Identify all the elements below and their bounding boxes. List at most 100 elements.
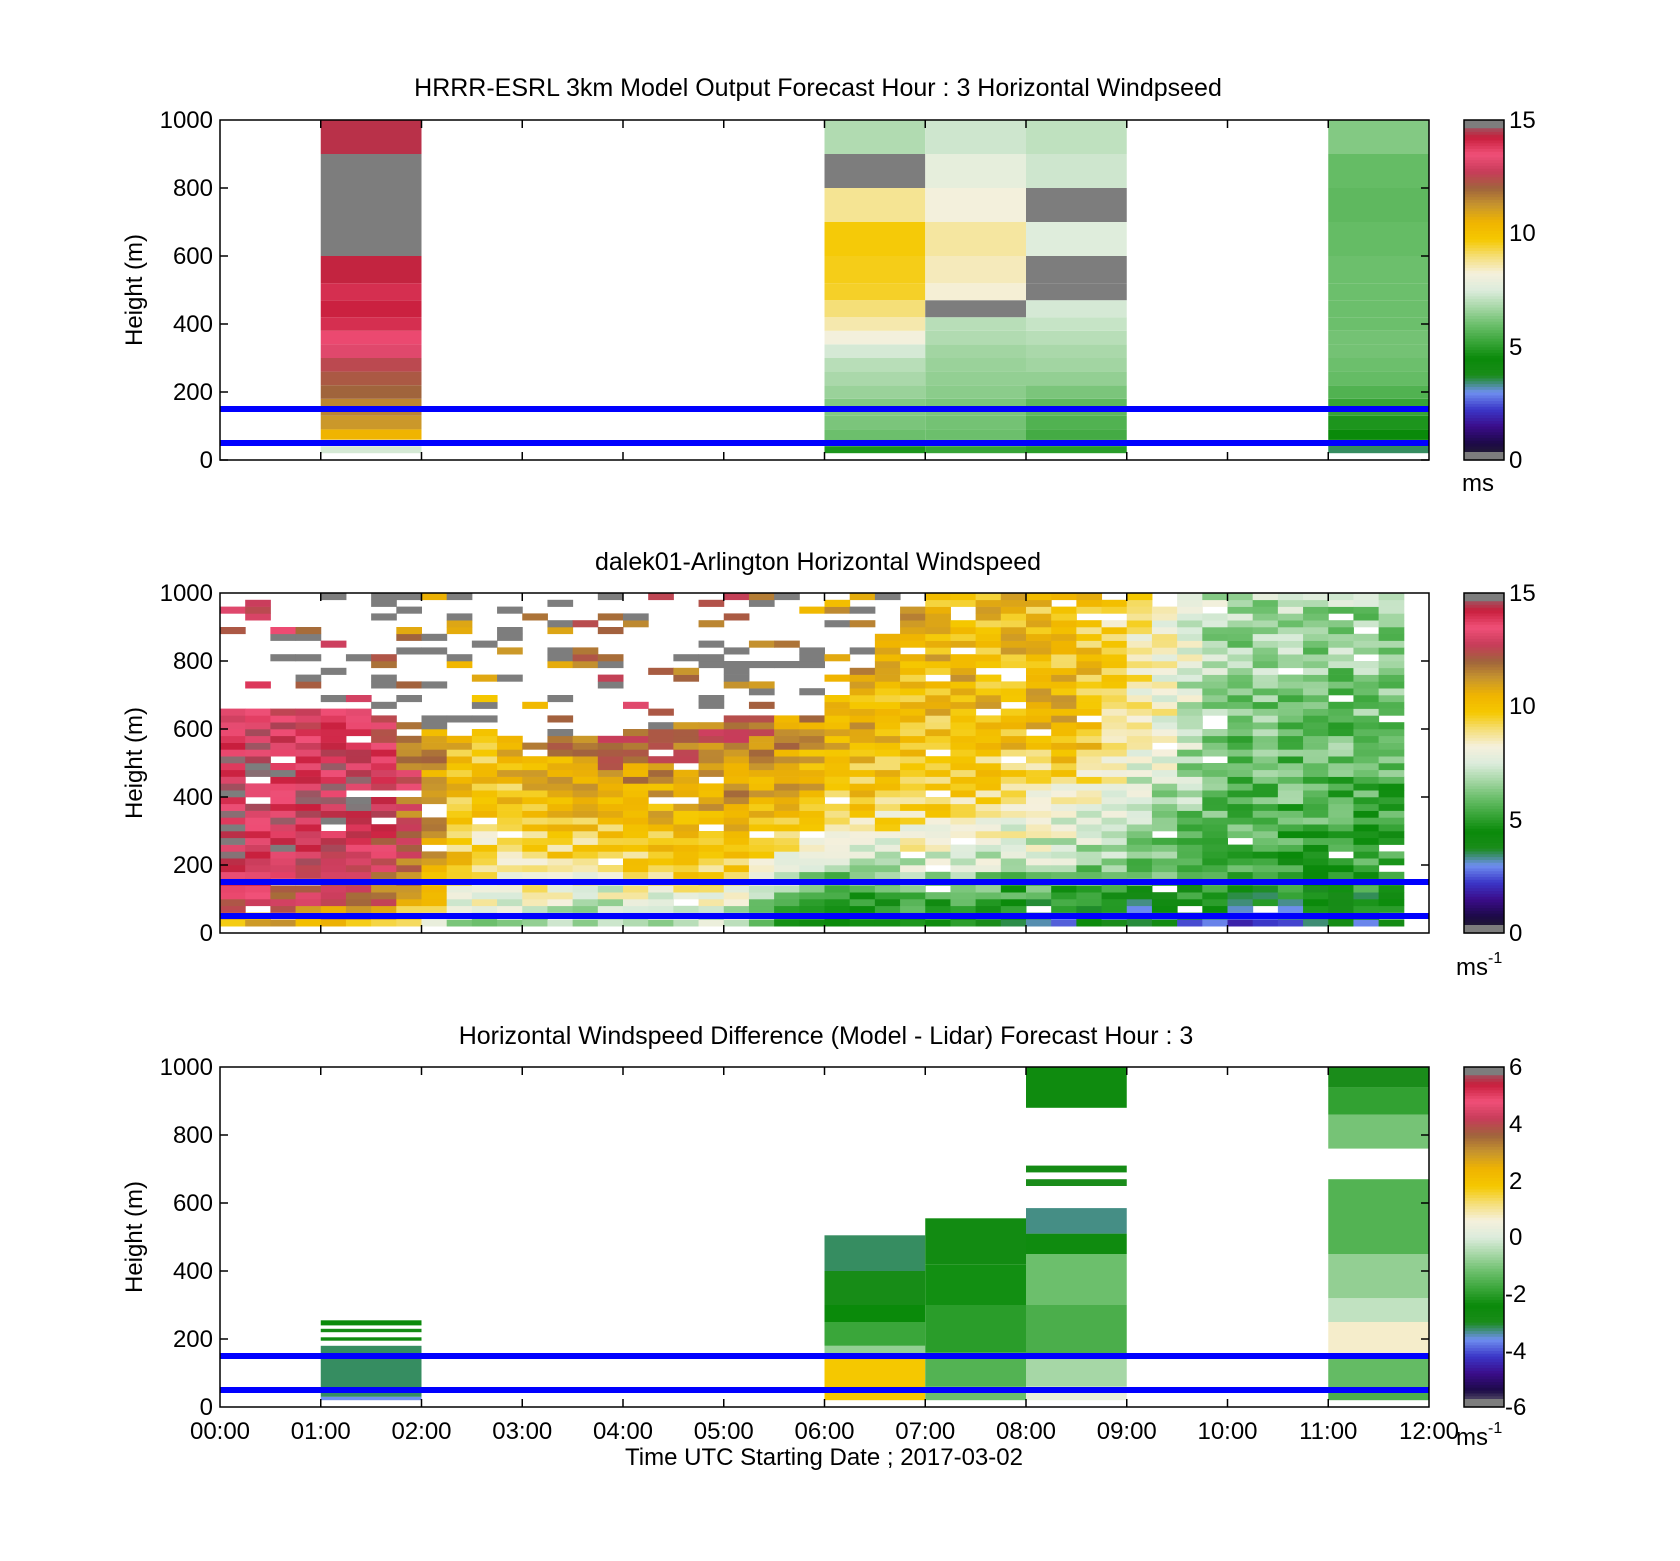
heatmap-cell bbox=[1026, 593, 1052, 601]
heatmap-cell bbox=[547, 599, 574, 607]
heatmap-cell bbox=[1252, 735, 1279, 743]
heatmap-cell bbox=[471, 735, 498, 743]
colorbar-segment bbox=[1464, 666, 1504, 671]
heatmap-cell bbox=[1126, 756, 1153, 764]
colorbar-segment bbox=[1464, 1120, 1504, 1125]
heatmap-cell bbox=[1026, 633, 1052, 641]
heatmap-cell bbox=[446, 661, 473, 669]
heatmap-cell bbox=[320, 385, 422, 399]
colorbar-segment bbox=[1464, 1211, 1504, 1215]
heatmap-cell bbox=[748, 769, 775, 777]
heatmap-cell bbox=[950, 844, 977, 852]
model-cb-tick-10: 10 bbox=[1509, 220, 1536, 247]
heatmap-cell bbox=[799, 858, 825, 866]
heatmap-cell bbox=[874, 640, 901, 648]
heatmap-cell bbox=[925, 593, 951, 601]
heatmap-cell bbox=[1277, 899, 1304, 907]
heatmap-cell bbox=[471, 695, 498, 703]
heatmap-cell bbox=[1328, 1356, 1429, 1390]
heatmap-cell bbox=[421, 831, 448, 839]
colorbar-segment bbox=[1464, 411, 1504, 416]
heatmap-cell bbox=[1026, 640, 1052, 648]
heatmap-cell bbox=[1252, 803, 1279, 811]
heatmap-cell bbox=[925, 620, 951, 628]
heatmap-cell bbox=[471, 831, 498, 839]
heatmap-cell bbox=[245, 742, 271, 750]
colorbar-over-segment bbox=[1464, 1067, 1504, 1075]
heatmap-cell bbox=[446, 742, 473, 750]
heatmap-cell bbox=[1126, 790, 1153, 798]
heatmap-cell bbox=[774, 892, 800, 900]
colorbar-segment bbox=[1464, 182, 1504, 186]
heatmap-cell bbox=[698, 844, 725, 852]
x-tick-label: 06:00 bbox=[794, 1418, 854, 1445]
colorbar-segment bbox=[1464, 884, 1504, 889]
colorbar-segment bbox=[1464, 822, 1504, 826]
heatmap-cell bbox=[1051, 688, 1077, 696]
heatmap-cell bbox=[1126, 797, 1153, 805]
heatmap-cell bbox=[925, 647, 951, 655]
heatmap-cell bbox=[471, 885, 498, 893]
heatmap-cell bbox=[1227, 593, 1254, 601]
heatmap-cell bbox=[1026, 256, 1127, 284]
heatmap-cell bbox=[799, 844, 825, 852]
colorbar-segment bbox=[1464, 448, 1504, 453]
difference-ytick-400: 400 bbox=[173, 1258, 213, 1285]
heatmap-cell bbox=[849, 831, 876, 839]
heatmap-cell bbox=[371, 905, 397, 913]
heatmap-cell bbox=[1202, 885, 1228, 893]
heatmap-cell bbox=[1101, 803, 1128, 811]
heatmap-cell bbox=[1202, 824, 1228, 832]
heatmap-cell bbox=[1252, 919, 1279, 927]
heatmap-cell bbox=[950, 599, 977, 607]
heatmap-cell bbox=[824, 871, 851, 879]
heatmap-cell bbox=[497, 790, 523, 798]
colorbar-segment bbox=[1464, 301, 1504, 305]
heatmap-cell bbox=[1303, 899, 1329, 907]
heatmap-cell bbox=[295, 742, 322, 750]
colorbar-segment bbox=[1464, 1078, 1504, 1082]
heatmap-cell bbox=[1076, 640, 1103, 648]
colorbar-segment bbox=[1464, 139, 1504, 144]
heatmap-cell bbox=[774, 858, 800, 866]
heatmap-cell bbox=[597, 899, 624, 907]
heatmap-cell bbox=[597, 593, 624, 601]
heatmap-cell bbox=[547, 620, 574, 628]
heatmap-cell bbox=[597, 735, 624, 743]
heatmap-cell bbox=[1328, 810, 1354, 818]
heatmap-cell bbox=[1101, 763, 1128, 771]
panel-difference: Horizontal Windspeed Difference (Model -… bbox=[121, 1022, 1526, 1471]
heatmap-cell bbox=[1076, 810, 1103, 818]
heatmap-cell bbox=[320, 1328, 422, 1333]
colorbar-segment bbox=[1464, 624, 1504, 628]
heatmap-cell bbox=[1227, 688, 1254, 696]
colorbar-segment bbox=[1464, 797, 1504, 801]
colorbar-segment bbox=[1464, 261, 1504, 266]
heatmap-cell bbox=[925, 1305, 1026, 1353]
heatmap-cell bbox=[1026, 742, 1052, 750]
heatmap-cell bbox=[1277, 797, 1304, 805]
heatmap-cell bbox=[1101, 620, 1128, 628]
heatmap-cell bbox=[723, 885, 750, 893]
heatmap-cell bbox=[925, 429, 1026, 440]
heatmap-cell bbox=[371, 763, 397, 771]
heatmap-cell bbox=[900, 674, 926, 682]
heatmap-cell bbox=[1101, 654, 1128, 662]
heatmap-cell bbox=[446, 837, 473, 845]
heatmap-cell bbox=[1000, 661, 1027, 669]
heatmap-cell bbox=[774, 715, 800, 723]
heatmap-cell bbox=[1328, 627, 1354, 635]
heatmap-cell bbox=[295, 776, 322, 784]
heatmap-cell bbox=[245, 756, 271, 764]
heatmap-cell bbox=[1277, 620, 1304, 628]
heatmap-cell bbox=[1126, 640, 1153, 648]
colorbar-segment bbox=[1464, 1350, 1504, 1354]
heatmap-cell bbox=[1051, 783, 1077, 791]
heatmap-cell bbox=[824, 606, 851, 614]
heatmap-cell bbox=[648, 885, 674, 893]
heatmap-cell bbox=[1177, 831, 1203, 839]
heatmap-cell bbox=[320, 154, 422, 256]
colorbar-segment bbox=[1464, 890, 1504, 894]
heatmap-cell bbox=[1328, 1298, 1429, 1322]
colorbar-segment bbox=[1464, 632, 1504, 637]
